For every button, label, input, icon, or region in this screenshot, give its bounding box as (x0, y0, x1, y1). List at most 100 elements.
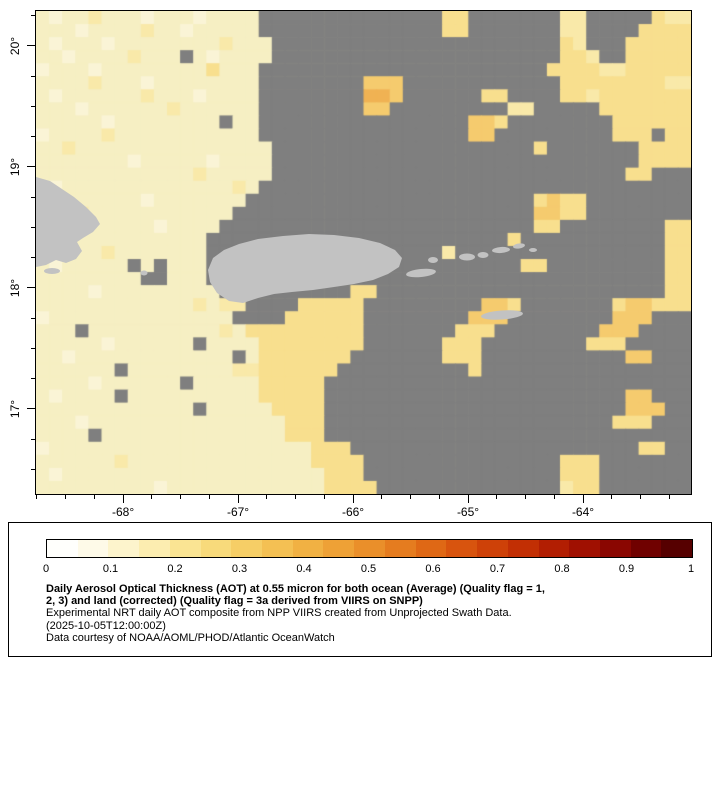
lon-tick-label: -67° (226, 505, 250, 519)
land-st-croix (481, 310, 523, 320)
legend-panel: 0 0.1 0.2 0.3 0.4 0.5 0.6 0.7 0.8 0.9 1 Daily Aero… (8, 522, 712, 657)
colorbar-segment (569, 540, 600, 557)
land-st-john (477, 252, 489, 258)
lat-major-tick (27, 408, 35, 410)
lon-minor-tick (295, 495, 297, 499)
lat-tick-label: 19° (8, 157, 22, 176)
colorbar-segment (231, 540, 263, 557)
land-culebra (428, 257, 438, 263)
colorbar-segment (169, 540, 201, 557)
colorbar-tick-label: 0.4 (296, 563, 312, 575)
lon-minor-tick (323, 495, 325, 499)
lat-tick-label: 18° (8, 278, 22, 297)
colorbar-segment (538, 540, 570, 557)
lon-minor-tick (151, 495, 153, 499)
colorbar-segment (599, 540, 631, 557)
lon-minor-tick (266, 495, 268, 499)
lon-minor-tick (93, 495, 95, 499)
colorbar-segment (630, 540, 662, 557)
lat-major-tick (27, 45, 35, 47)
colorbar-tick-label: 0.9 (618, 563, 635, 575)
land-puerto-rico (208, 234, 402, 303)
lat-minor-tick (31, 438, 35, 440)
land-mona (140, 270, 148, 276)
lon-minor-tick (611, 495, 613, 499)
lat-minor-tick (31, 226, 35, 228)
land-st-thomas (459, 253, 475, 261)
colorbar-segment (262, 540, 293, 557)
colorbar-segment (77, 540, 109, 557)
lon-minor-tick (496, 495, 498, 499)
colorbar-segment (354, 540, 385, 557)
map-area (35, 10, 692, 495)
lon-major-tick (352, 495, 354, 503)
lon-major-tick (237, 495, 239, 503)
lon-minor-tick (553, 495, 555, 499)
land-virgin-gorda (513, 243, 525, 249)
latitude-ticks (27, 11, 35, 494)
colorbar-tick-label: 0.6 (425, 563, 441, 575)
colorbar-tick-label: 1 (687, 563, 695, 575)
lat-major-tick (27, 166, 35, 168)
colorbar-segment (661, 540, 693, 557)
lon-tick-label: -64° (571, 505, 595, 519)
land-anegada (529, 248, 537, 252)
lon-minor-tick (410, 495, 412, 499)
colorbar-segment (200, 540, 232, 557)
legend-credit: Data courtesy of NOAA/AOML/PHOD/Atlantic… (46, 631, 335, 644)
land-tortola (492, 246, 510, 254)
colorbar-segment (477, 540, 508, 557)
lon-tick-label: -65° (456, 505, 480, 519)
latitude-labels: 20° 19° 18° 17° (0, 11, 27, 494)
lon-minor-tick (208, 495, 210, 499)
colorbar-segment (47, 540, 78, 557)
lon-minor-tick (525, 495, 527, 499)
legend-timestamp: (2025-10-05T12:00:00Z) (46, 619, 166, 632)
lon-minor-tick (381, 495, 383, 499)
lon-major-tick (122, 495, 124, 503)
lon-minor-tick (640, 495, 642, 499)
colorbar-segment (323, 540, 355, 557)
land-vieques (406, 268, 436, 278)
lon-minor-tick (180, 495, 182, 499)
colorbar-tick-labels: 0 0.1 0.2 0.3 0.4 0.5 0.6 0.7 0.8 0.9 1 (42, 563, 695, 576)
landmasses-overlay (36, 177, 537, 320)
lat-tick-label: 17° (8, 399, 22, 418)
lat-minor-tick (31, 468, 35, 470)
legend-title-line2: 2, 3) and land (corrected) (Quality flag… (46, 595, 423, 608)
lon-major-tick (582, 495, 584, 503)
colorbar-segment (446, 540, 478, 557)
legend-caption: Daily Aerosol Optical Thickness (AOT) at… (46, 583, 701, 644)
land-hispaniola (36, 177, 100, 267)
lat-minor-tick (31, 136, 35, 138)
lon-minor-tick (438, 495, 440, 499)
colorbar-tick-label: 0.1 (102, 563, 119, 575)
lat-minor-tick (31, 257, 35, 259)
colorbar-segment (384, 540, 416, 557)
colorbar-gradient (46, 539, 693, 558)
lat-minor-tick (31, 15, 35, 17)
lat-tick-label: 20° (8, 36, 22, 56)
longitude-labels: -68° -67° -66° -65° -64° (36, 505, 691, 519)
lon-minor-tick (36, 495, 38, 499)
lon-tick-label: -66° (341, 505, 365, 519)
colorbar-tick-label: 0.5 (360, 563, 377, 575)
colorbar-tick-label: 0 (42, 563, 50, 575)
colorbar-segment (108, 540, 140, 557)
colorbar-segment (139, 540, 170, 557)
colorbar-segment (415, 540, 447, 557)
lat-minor-tick (31, 378, 35, 380)
lon-major-tick (467, 495, 469, 503)
colorbar-segment (292, 540, 324, 557)
lat-minor-tick (31, 317, 35, 319)
lat-minor-tick (31, 105, 35, 107)
colorbar-tick-label: 0.3 (231, 563, 248, 575)
legend-title-line1: Daily Aerosol Optical Thickness (AOT) at… (46, 583, 545, 595)
land-saona (44, 268, 60, 274)
lat-major-tick (27, 287, 35, 289)
colorbar-segment (507, 540, 539, 557)
legend-subtitle: Experimental NRT daily AOT composite fro… (46, 607, 512, 620)
lon-tick-label: -68° (111, 505, 135, 519)
lat-minor-tick (31, 347, 35, 349)
